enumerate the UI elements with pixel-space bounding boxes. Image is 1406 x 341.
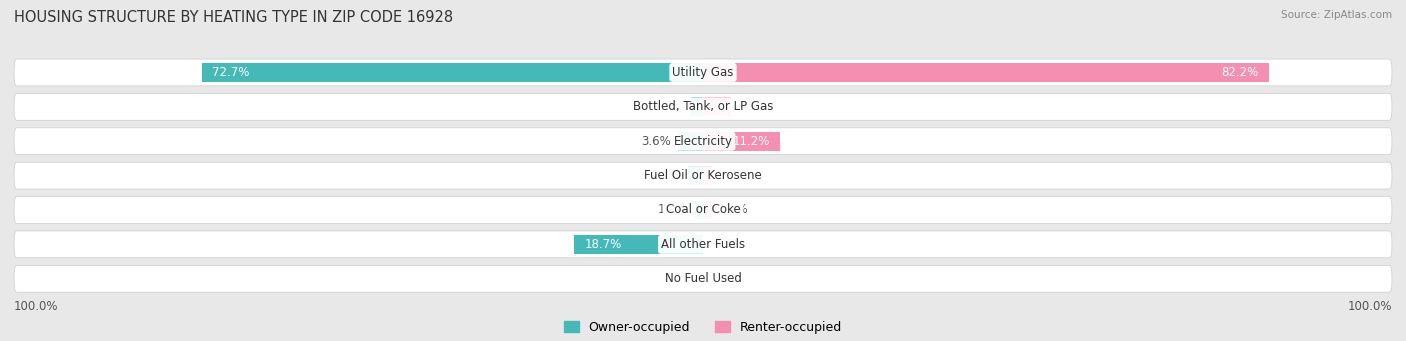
Bar (703, 201, 711, 220)
Text: 100.0%: 100.0% (1347, 300, 1392, 313)
Text: 100.0%: 100.0% (14, 300, 59, 313)
Text: Source: ZipAtlas.com: Source: ZipAtlas.com (1281, 10, 1392, 20)
Bar (703, 63, 1270, 82)
Text: HOUSING STRUCTURE BY HEATING TYPE IN ZIP CODE 16928: HOUSING STRUCTURE BY HEATING TYPE IN ZIP… (14, 10, 453, 25)
FancyBboxPatch shape (14, 162, 1392, 189)
Text: Bottled, Tank, or LP Gas: Bottled, Tank, or LP Gas (633, 100, 773, 113)
FancyBboxPatch shape (14, 265, 1392, 292)
Bar (703, 98, 731, 116)
FancyBboxPatch shape (14, 128, 1392, 154)
Text: 82.2%: 82.2% (1222, 66, 1258, 79)
Text: Electricity: Electricity (673, 135, 733, 148)
Text: Coal or Coke: Coal or Coke (665, 204, 741, 217)
Bar (574, 235, 703, 254)
Text: 1.3%: 1.3% (718, 204, 748, 217)
FancyBboxPatch shape (14, 93, 1392, 120)
Text: 1.3%: 1.3% (718, 169, 748, 182)
Text: 1.7%: 1.7% (655, 100, 685, 113)
Text: Utility Gas: Utility Gas (672, 66, 734, 79)
Text: 72.7%: 72.7% (212, 66, 250, 79)
Legend: Owner-occupied, Renter-occupied: Owner-occupied, Renter-occupied (558, 316, 848, 339)
Text: 0.0%: 0.0% (664, 272, 693, 285)
Text: 4.0%: 4.0% (738, 100, 768, 113)
Text: 0.0%: 0.0% (713, 238, 742, 251)
Text: No Fuel Used: No Fuel Used (665, 272, 741, 285)
Text: 2.2%: 2.2% (651, 169, 681, 182)
Bar (678, 132, 703, 151)
Bar (695, 201, 703, 220)
Bar (202, 63, 703, 82)
Text: Fuel Oil or Kerosene: Fuel Oil or Kerosene (644, 169, 762, 182)
Text: 3.6%: 3.6% (641, 135, 671, 148)
FancyBboxPatch shape (14, 231, 1392, 258)
Text: 11.2%: 11.2% (733, 135, 770, 148)
Text: All other Fuels: All other Fuels (661, 238, 745, 251)
Bar (703, 132, 780, 151)
Bar (703, 166, 711, 185)
FancyBboxPatch shape (14, 197, 1392, 223)
Text: 1.2%: 1.2% (658, 204, 688, 217)
Bar (688, 166, 703, 185)
FancyBboxPatch shape (14, 59, 1392, 86)
Bar (692, 98, 703, 116)
Text: 0.0%: 0.0% (713, 272, 742, 285)
Text: 18.7%: 18.7% (585, 238, 621, 251)
